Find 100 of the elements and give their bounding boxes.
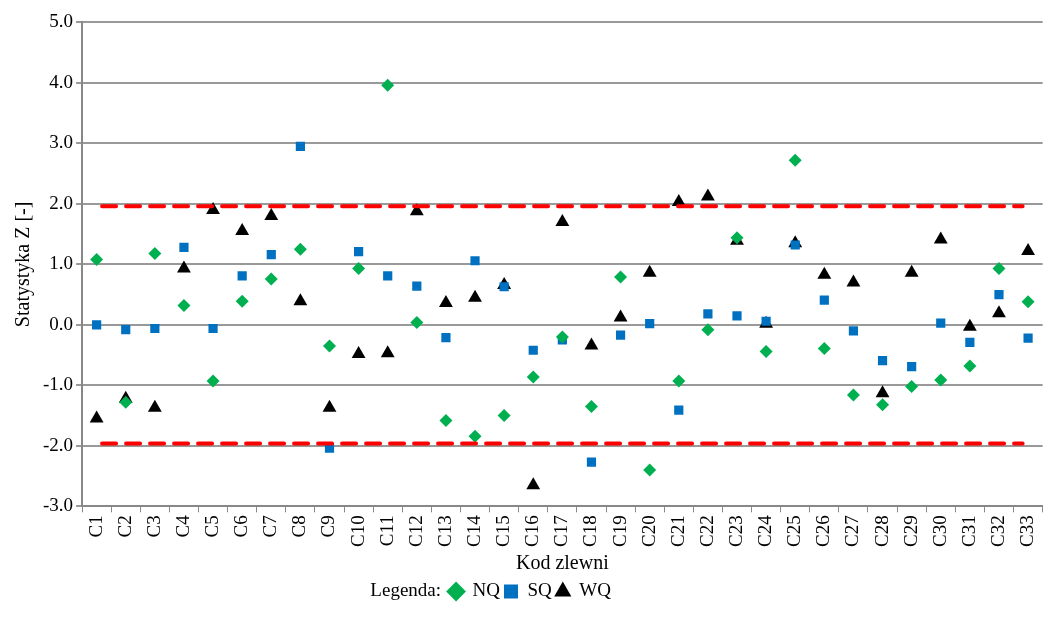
point: [92, 320, 102, 330]
point: [819, 295, 829, 305]
point: [584, 400, 598, 414]
x-tick-label: C14: [463, 514, 485, 548]
point: [235, 223, 250, 236]
point: [992, 262, 1006, 276]
x-tick-label: C15: [492, 515, 514, 548]
x-tick-label: C8: [288, 515, 310, 538]
point: [439, 295, 453, 308]
point: [759, 344, 773, 358]
legend-title: Legenda:: [370, 579, 442, 601]
point: [645, 319, 655, 329]
x-tick-label: C30: [928, 515, 950, 548]
point: [177, 260, 191, 273]
point: [615, 330, 626, 340]
y-tick-label: 2.0: [49, 191, 74, 213]
point: [179, 242, 189, 253]
point: [555, 214, 570, 227]
point: [701, 323, 715, 337]
x-tick-label: C20: [637, 515, 659, 548]
x-tick-label: C4: [171, 514, 193, 538]
x-tick-label: C29: [899, 515, 921, 548]
point: [555, 330, 569, 344]
point: [907, 362, 917, 372]
x-tick-label: C18: [579, 515, 601, 548]
x-tick-label: C31: [957, 515, 979, 548]
x-tick-label: C17: [550, 515, 572, 548]
point: [147, 399, 162, 412]
point: [295, 141, 305, 151]
point: [672, 374, 686, 388]
point: [206, 374, 220, 388]
x-tick-label: C32: [986, 515, 1008, 548]
point: [934, 373, 948, 387]
y-tick-label: -1.0: [43, 373, 74, 395]
point: [817, 341, 831, 355]
y-tick-label: 4.0: [49, 70, 74, 92]
point: [354, 247, 364, 257]
point: [208, 323, 218, 334]
x-tick-label: C5: [201, 515, 223, 538]
point: [352, 262, 366, 276]
x-tick-label: C16: [521, 515, 543, 548]
point: [528, 345, 538, 355]
point: [441, 332, 451, 343]
point: [237, 271, 247, 281]
point: [119, 395, 133, 409]
point: [1021, 295, 1035, 309]
point: [526, 370, 540, 384]
point: [410, 315, 424, 329]
point: [700, 188, 715, 201]
x-tick-label: C23: [724, 515, 746, 548]
x-tick-label: C12: [404, 515, 426, 548]
point: [788, 153, 802, 167]
x-tick-label: C33: [1016, 515, 1038, 548]
y-tick-label: 3.0: [49, 131, 74, 153]
point: [992, 305, 1006, 318]
point: [905, 380, 919, 394]
point: [1021, 243, 1036, 256]
point: [875, 385, 890, 398]
point: [586, 457, 597, 467]
point: [994, 290, 1004, 300]
point: [322, 399, 337, 412]
x-axis-title: Kod zlewni: [515, 551, 610, 574]
point: [613, 309, 628, 322]
point: [962, 318, 977, 331]
x-tick-label: C11: [375, 515, 397, 547]
legend-label: SQ: [527, 579, 553, 601]
point: [963, 359, 977, 373]
x-tick-label: C25: [783, 515, 805, 548]
point: [497, 409, 511, 423]
point: [468, 429, 482, 443]
point: [148, 246, 162, 260]
point: [322, 339, 336, 353]
point: [351, 345, 366, 358]
point: [499, 282, 509, 292]
x-tick-label: C2: [113, 515, 135, 538]
x-tick-label: C21: [666, 515, 688, 548]
x-tick-label: C24: [754, 514, 776, 548]
point: [643, 463, 657, 477]
x-tick-label: C19: [608, 515, 630, 548]
point: [412, 281, 422, 291]
point: [703, 309, 713, 319]
point: [732, 311, 742, 321]
legend-label: WQ: [579, 579, 612, 601]
point: [264, 272, 278, 286]
point: [121, 325, 131, 335]
legend-label: NQ: [472, 579, 501, 601]
point: [89, 410, 104, 423]
point: [293, 293, 308, 306]
point: [904, 264, 919, 277]
point: [150, 323, 160, 334]
point: [526, 477, 541, 490]
y-axis-title: Statystyka Z [-]: [11, 201, 35, 328]
point: [846, 274, 861, 287]
point: [293, 242, 307, 256]
point: [848, 326, 859, 336]
x-tick-label: C1: [84, 515, 106, 538]
point: [264, 207, 279, 220]
point: [470, 256, 480, 266]
point: [674, 405, 684, 415]
x-tick-label: C28: [870, 515, 892, 548]
